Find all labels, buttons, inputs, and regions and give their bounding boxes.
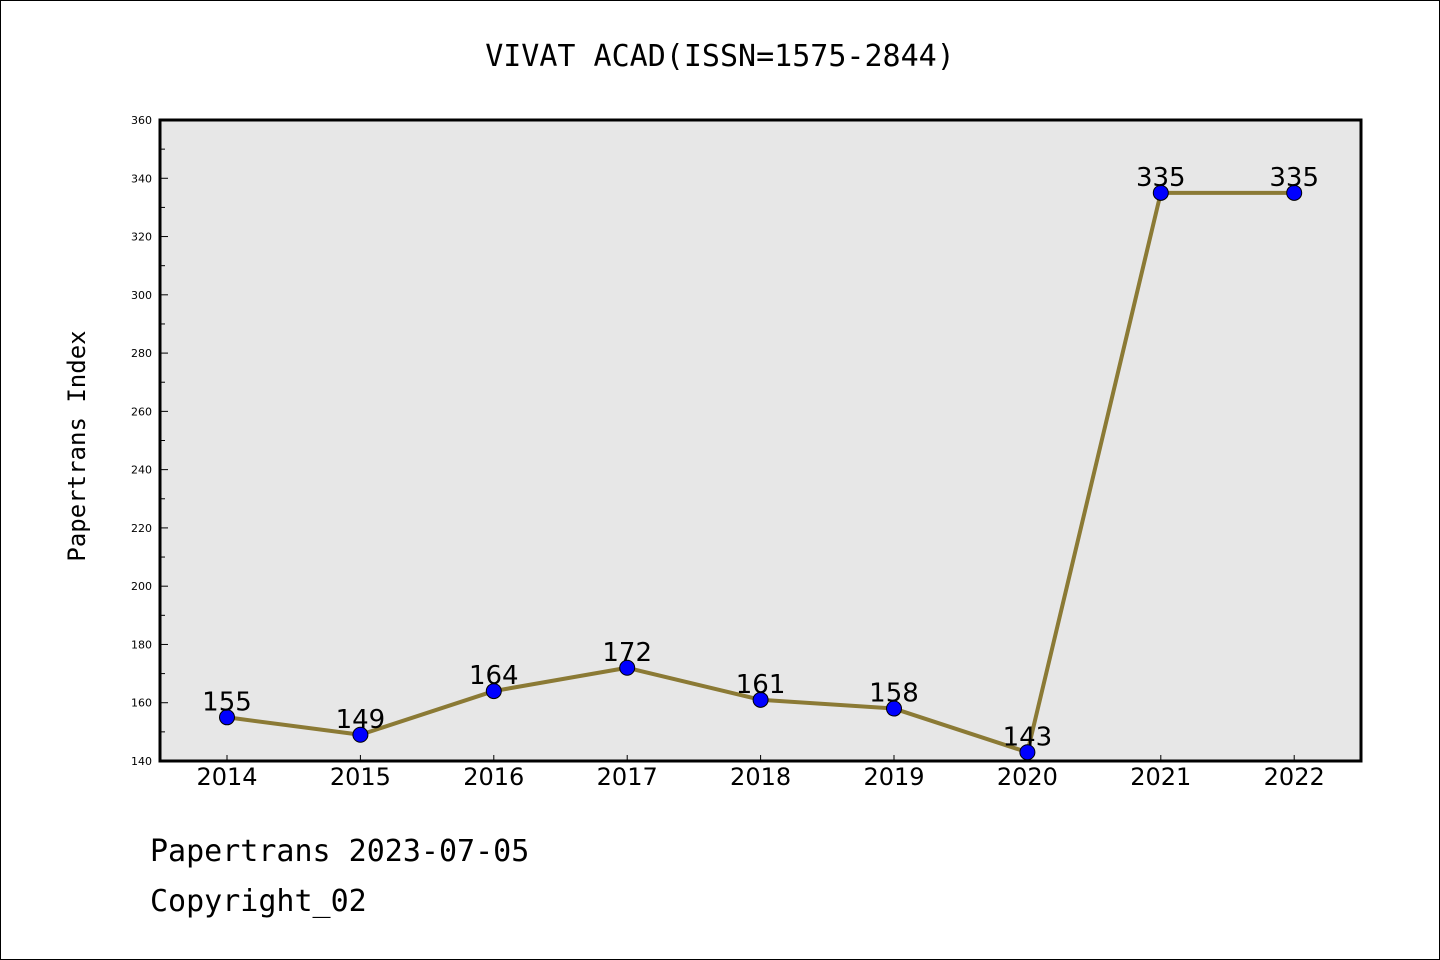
data-point-marker [1286,184,1303,201]
x-tick-label: 2016 [463,763,524,791]
data-label: 335 [1269,163,1319,193]
y-tick-label: 140 [131,755,152,768]
x-axis-ticks: 2014 2015 2016 2017 2018 2019 2020 2021 2022 [196,755,1325,791]
data-label: 164 [469,661,519,691]
x-tick-label: 2014 [196,763,257,791]
x-tick-label: 2015 [330,763,391,791]
footer-copyright: Copyright_02 [150,884,367,919]
data-point-marker [352,726,369,743]
x-tick-label: 2018 [730,763,791,791]
y-axis-label: Papertrans Index [63,330,91,561]
y-axis-ticks: 140 160 180 200 220 240 260 280 300 320 340 360 [131,114,168,768]
y-tick-label: 160 [131,697,152,710]
data-label: 143 [1003,722,1053,752]
data-label: 158 [869,679,919,709]
data-point-marker [1152,184,1169,201]
y-tick-label: 220 [131,522,152,535]
plot-border [158,118,1363,763]
x-tick-label: 2022 [1264,763,1325,791]
x-tick-label: 2017 [597,763,658,791]
data-point-marker [485,683,502,700]
data-label: 149 [336,705,386,735]
chart-title: VIVAT ACAD(ISSN=1575-2844) [485,39,955,74]
footer-date: Papertrans 2023-07-05 [150,834,530,869]
y-tick-label: 200 [131,580,152,593]
y-tick-label: 300 [131,289,152,302]
x-tick-label: 2019 [863,763,924,791]
data-point-marker [219,709,235,726]
y-tick-label: 180 [131,638,152,651]
y-tick-label: 320 [131,231,152,244]
data-labels: 155 149 164 172 161 158 143 335 335 [202,163,1319,752]
data-label: 172 [602,638,652,668]
y-tick-label: 240 [131,464,152,477]
data-label: 161 [736,670,786,700]
y-tick-label: 260 [131,405,152,418]
plot-area [160,120,1361,761]
x-tick-label: 2021 [1130,763,1191,791]
data-point-marker [619,659,636,676]
data-label: 155 [202,687,252,717]
y-tick-label: 360 [131,114,152,127]
series-group [219,184,1303,761]
data-point-marker [752,691,769,708]
data-label: 335 [1136,163,1186,193]
y-tick-label: 280 [131,347,152,360]
x-tick-label: 2020 [997,763,1058,791]
data-point-marker [886,700,902,717]
y-tick-label: 340 [131,172,152,185]
